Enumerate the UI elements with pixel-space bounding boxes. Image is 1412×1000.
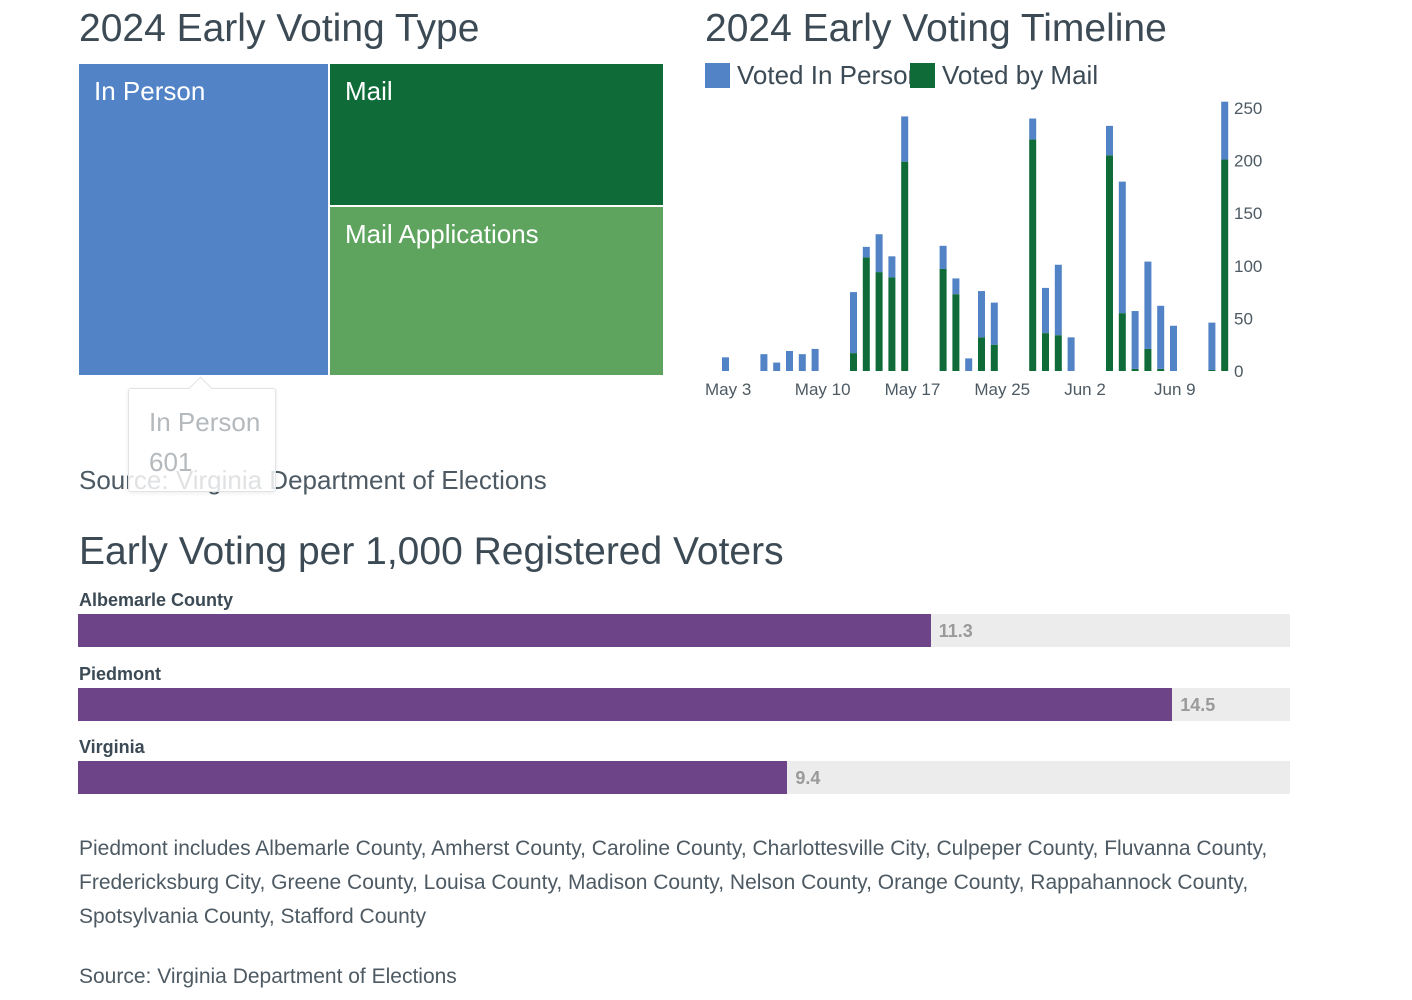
tooltip-category: In Person [149,407,261,437]
timeline-bar-in-person[interactable] [952,278,960,295]
timeline-bar-in-person[interactable] [1221,101,1229,160]
timeline-bar-in-person[interactable] [1170,325,1177,371]
timeline-bar-mail[interactable] [862,257,870,371]
timeline-bar-in-person[interactable] [990,302,998,345]
timeline-bar-in-person[interactable] [773,362,781,371]
timeline-bar-mail[interactable] [1029,139,1037,371]
treemap-tooltip: In Person 601 [128,376,276,492]
legend-item-mail[interactable]: Voted by Mail [910,60,1125,90]
source-note-bottom: Source: Virginia Department of Elections [79,965,457,988]
bar-value-virginia: 9.4 [795,768,821,788]
timeline-y-tick-label: 50 [1234,309,1253,328]
timeline-bar-in-person[interactable] [722,357,729,371]
timeline-bar-mail[interactable] [875,272,883,371]
per1000-title: Early Voting per 1,000 Registered Voters [79,530,784,573]
timeline-bar-in-person[interactable] [1131,311,1139,369]
timeline-bar-in-person[interactable] [1208,322,1216,370]
timeline-bar-in-person[interactable] [1106,125,1113,156]
treemap-cell-mail-applications[interactable]: Mail Applications [330,207,663,375]
timeline-bar-mail[interactable] [952,294,960,371]
bar-label-piedmont: Piedmont [79,664,162,684]
timeline-bar-in-person[interactable] [901,116,909,162]
treemap-label-mail-applications: Mail Applications [345,219,539,249]
legend-item-in-person[interactable]: Voted In Person [705,60,910,90]
timeline-bar-mail[interactable] [1106,155,1113,371]
timeline-bar-in-person[interactable] [939,245,947,269]
timeline-bar-in-person[interactable] [786,351,793,371]
treemap-label-in-person: In Person [94,76,206,106]
piedmont-footnote: Piedmont includes Albemarle County, Amhe… [79,837,1268,928]
tooltip-arrow [188,376,213,401]
timeline-bar-mail[interactable] [1131,368,1139,371]
timeline-chart: 0 50 100 150 200 250 May 3 May 10 May 17 May 25 Ju… [705,99,1262,399]
legend-label-in-person: Voted In Person [737,60,910,90]
timeline-bar-mail[interactable] [1054,335,1062,371]
timeline-bar-in-person[interactable] [1157,305,1165,369]
timeline-bar-in-person[interactable] [862,246,870,258]
timeline-bar-mail[interactable] [1144,348,1152,371]
timeline-bar-mail[interactable] [850,353,857,371]
timeline-bar-in-person[interactable] [1067,337,1075,371]
timeline-bar-in-person[interactable] [875,234,883,273]
legend-swatch-mail [910,63,935,88]
timeline-bar-in-person[interactable] [888,256,896,278]
timeline-bar-in-person[interactable] [811,348,819,371]
timeline-legend: Voted In Person Voted by Mail [705,60,1125,90]
timeline-bar-in-person[interactable] [978,291,985,338]
timeline-bar-in-person[interactable] [1042,287,1049,334]
bar-row-albemarle: Albemarle County 11.3 [78,590,1290,647]
bar-track-piedmont: 14.5 [78,688,1290,721]
timeline-y-tick-label: 0 [1234,362,1243,381]
timeline-bar-mail[interactable] [990,344,998,371]
timeline-y-tick-label: 250 [1234,99,1262,118]
timeline-x-tick-label: Jun 2 [1064,380,1106,399]
timeline-bar-in-person[interactable] [850,292,857,354]
timeline-x-tick-label: May 10 [795,380,851,399]
timeline-bar-mail[interactable] [978,337,985,371]
timeline-bar-in-person[interactable] [1029,118,1037,140]
bar-fill-virginia[interactable] [78,761,788,794]
timeline-bar-in-person[interactable] [798,354,806,371]
bar-fill-albemarle[interactable] [78,614,931,647]
treemap-cell-mail[interactable]: Mail [330,64,663,205]
timeline-bar-mail[interactable] [1042,333,1049,371]
bar-label-virginia: Virginia [79,737,145,757]
timeline-bar-mail[interactable] [901,161,909,371]
timeline-bar-in-person[interactable] [965,358,973,371]
timeline-y-tick-label: 100 [1234,257,1262,276]
bar-label-albemarle: Albemarle County [79,590,234,610]
timeline-y-tick-label: 150 [1234,204,1262,223]
treemap-cell-in-person[interactable]: In Person [79,64,328,375]
bar-track-virginia: 9.4 [78,761,1290,794]
bar-value-albemarle: 11.3 [938,621,973,641]
treemap-title: 2024 Early Voting Type [79,7,480,50]
bar-row-virginia: Virginia 9.4 [78,737,1290,794]
timeline-x-tick-label: May 3 [705,380,751,399]
timeline-bar-in-person[interactable] [760,354,768,371]
voting-type-treemap: In Person Mail Mail Applications [79,64,663,375]
timeline-bar-mail[interactable] [1118,313,1126,371]
timeline-bar-mail[interactable] [1157,368,1165,371]
legend-swatch-in-person [705,63,730,88]
timeline-bar-mail[interactable] [939,268,947,371]
timeline-bar-mail[interactable] [1208,369,1216,371]
timeline-x-tick-label: May 25 [974,380,1030,399]
timeline-bar-mail[interactable] [1221,159,1229,371]
bar-row-piedmont: Piedmont 14.5 [78,664,1290,721]
timeline-bar-in-person[interactable] [1054,264,1062,336]
timeline-title: 2024 Early Voting Timeline [705,7,1167,50]
treemap-label-mail: Mail [345,76,393,106]
legend-label-mail: Voted by Mail [942,60,1099,90]
bar-value-piedmont: 14.5 [1180,695,1216,715]
timeline-x-tick-label: May 17 [885,380,941,399]
bar-fill-piedmont[interactable] [78,688,1173,721]
timeline-y-tick-label: 200 [1234,152,1262,171]
timeline-x-tick-label: Jun 9 [1154,380,1196,399]
timeline-bar-in-person[interactable] [1144,261,1152,349]
timeline-bar-in-person[interactable] [1118,181,1126,314]
tooltip-value: 601 [149,447,193,477]
timeline-bar-mail[interactable] [888,277,896,371]
bar-track-albemarle: 11.3 [78,614,1290,647]
